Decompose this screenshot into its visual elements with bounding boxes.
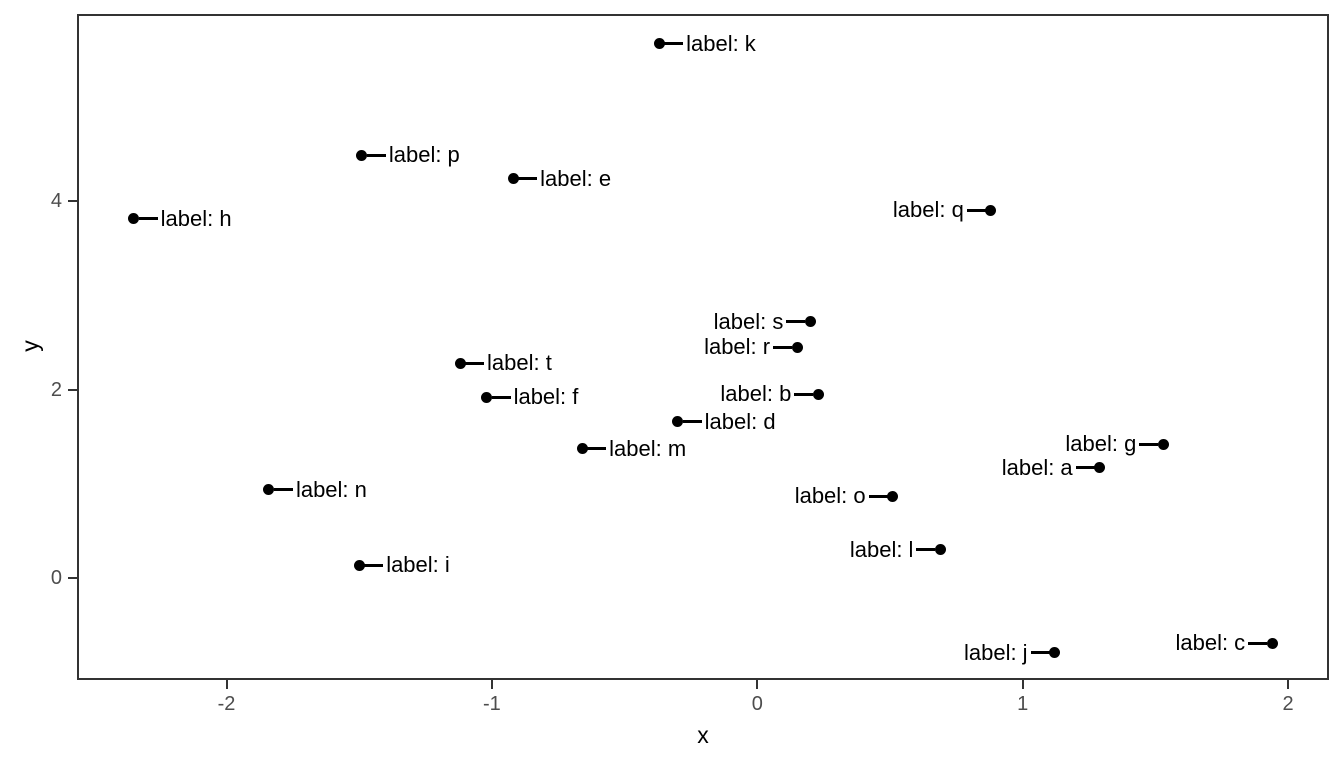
- leader-line: [1030, 651, 1050, 655]
- point-label: label: t: [487, 350, 552, 376]
- x-tick-mark: [756, 680, 759, 689]
- leader-line: [518, 177, 538, 181]
- leader-line: [786, 320, 806, 324]
- x-tick-label: -2: [217, 693, 236, 715]
- point-label: label: f: [513, 384, 579, 410]
- point-label: label: g: [1065, 431, 1137, 457]
- point-label: label: l: [849, 536, 914, 562]
- point-label: label: r: [704, 334, 771, 360]
- leader-line: [966, 208, 986, 212]
- leader-line: [1248, 641, 1268, 645]
- data-point: [481, 391, 493, 403]
- leader-line: [773, 345, 793, 349]
- point-label: label: q: [892, 197, 964, 223]
- leader-line: [1075, 466, 1095, 470]
- x-axis-title: x: [697, 722, 709, 748]
- leader-line: [138, 217, 158, 221]
- leader-line: [794, 392, 814, 396]
- leader-line: [364, 563, 384, 567]
- data-point: [653, 38, 665, 50]
- leader-line: [1139, 442, 1159, 446]
- x-tick-label: -1: [482, 693, 501, 715]
- y-tick-mark: [68, 577, 77, 580]
- leader-line: [682, 420, 702, 424]
- data-point: [1157, 438, 1169, 450]
- point-label: label: k: [686, 30, 756, 56]
- data-point: [985, 204, 997, 216]
- leader-line: [465, 361, 485, 365]
- point-label: label: a: [1001, 454, 1073, 480]
- data-point: [1049, 647, 1061, 659]
- point-label: label: n: [295, 476, 367, 502]
- data-point: [353, 559, 365, 571]
- y-axis-title: y: [17, 340, 43, 352]
- data-point: [791, 341, 803, 353]
- y-tick-label: 0: [50, 567, 62, 590]
- point-label: label: h: [160, 205, 232, 231]
- data-point: [1266, 637, 1278, 649]
- x-tick-mark: [1287, 680, 1290, 689]
- x-tick-mark: [1021, 680, 1024, 689]
- data-point: [507, 173, 519, 185]
- y-tick-label: 4: [50, 189, 62, 212]
- leader-line: [916, 548, 936, 552]
- data-point: [804, 316, 816, 328]
- point-label: label: m: [609, 435, 687, 461]
- y-tick-label: 2: [50, 378, 62, 401]
- plot-panel: [77, 14, 1329, 680]
- leader-line: [664, 42, 684, 46]
- data-point: [263, 484, 275, 496]
- x-tick-mark: [225, 680, 228, 689]
- y-tick-mark: [68, 388, 77, 391]
- leader-line: [868, 494, 888, 498]
- leader-line: [366, 153, 386, 157]
- x-tick-label: 1: [1017, 693, 1029, 715]
- point-label: label: e: [540, 165, 612, 191]
- data-point: [934, 544, 946, 556]
- data-point: [672, 416, 684, 428]
- leader-line: [491, 395, 511, 399]
- leader-line: [587, 447, 607, 451]
- leader-line: [273, 488, 293, 492]
- y-tick-mark: [68, 199, 77, 202]
- data-point: [576, 443, 588, 455]
- x-tick-mark: [490, 680, 493, 689]
- point-label: label: p: [388, 142, 460, 168]
- point-label: label: b: [720, 381, 792, 407]
- point-label: label: d: [704, 408, 776, 434]
- data-point: [128, 213, 140, 225]
- point-label: label: j: [963, 639, 1028, 665]
- point-label: label: s: [713, 308, 784, 334]
- point-label: label: c: [1175, 630, 1246, 656]
- data-point: [887, 490, 899, 502]
- data-point: [812, 388, 824, 400]
- x-tick-label: 0: [751, 693, 763, 715]
- data-point: [1094, 462, 1106, 474]
- data-point: [454, 357, 466, 369]
- point-label: label: i: [386, 552, 450, 578]
- data-point: [356, 149, 368, 161]
- point-label: label: o: [794, 483, 866, 509]
- x-tick-label: 2: [1282, 693, 1294, 715]
